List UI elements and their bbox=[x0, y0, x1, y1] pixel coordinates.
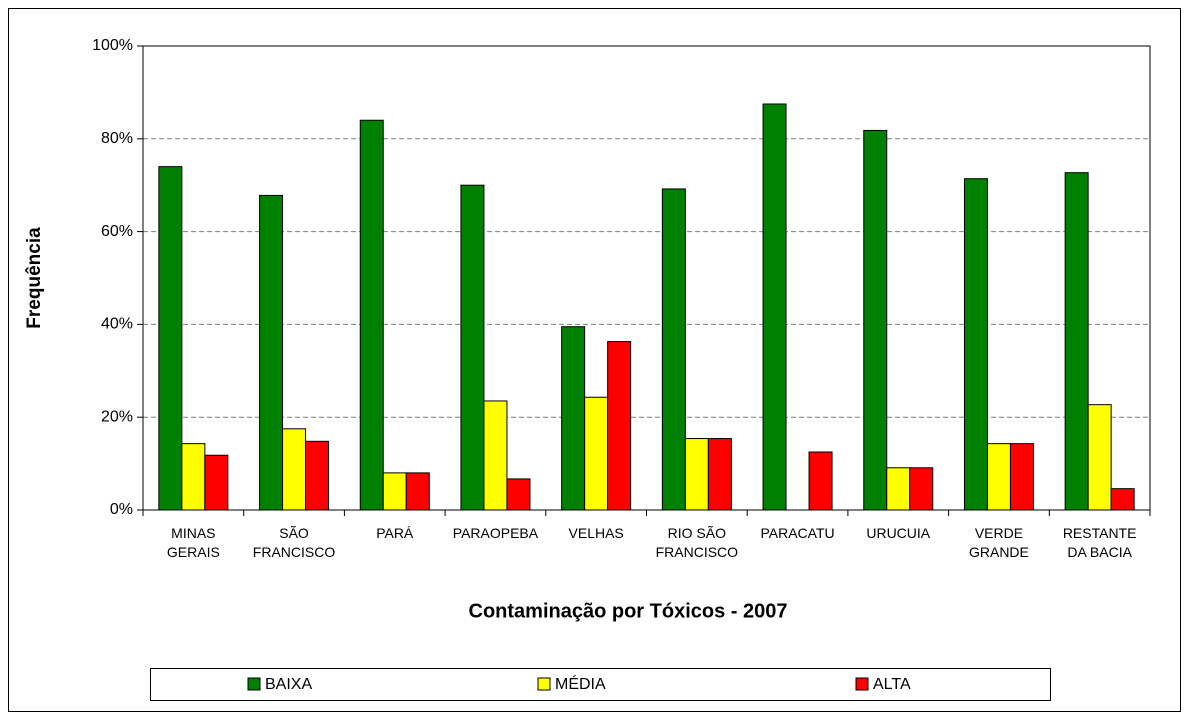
legend-swatch bbox=[855, 677, 869, 691]
bar bbox=[460, 184, 485, 511]
x-tick-label: MINAS GERAIS bbox=[166, 525, 220, 560]
bar bbox=[707, 438, 732, 511]
bar bbox=[204, 454, 229, 511]
chart-title: Contaminação por Tóxicos - 2007 bbox=[469, 600, 788, 622]
bar bbox=[405, 472, 430, 511]
y-tick-label: 20% bbox=[101, 408, 133, 425]
x-tick-label: RESTANTE DA BACIA bbox=[1062, 525, 1137, 560]
x-tick-label: SÃO FRANCISCO bbox=[252, 525, 336, 560]
legend-label: MÉDIA bbox=[555, 674, 606, 693]
bar bbox=[808, 451, 833, 511]
bar bbox=[1087, 404, 1112, 511]
y-tick-label: 60% bbox=[101, 223, 133, 240]
y-axis-label: Frequência bbox=[24, 227, 45, 329]
bar bbox=[382, 472, 407, 511]
legend-swatch bbox=[537, 677, 551, 691]
y-tick-label: 80% bbox=[101, 130, 133, 147]
x-tick-label: PARAOPEBA bbox=[452, 525, 539, 541]
legend-box bbox=[150, 668, 1051, 701]
bar bbox=[1009, 443, 1034, 511]
x-tick-label: PARACATU bbox=[760, 525, 835, 541]
bar bbox=[986, 443, 1011, 511]
bar bbox=[561, 326, 586, 511]
legend-label: BAIXA bbox=[265, 676, 312, 693]
x-tick-label: PARÁ bbox=[376, 525, 414, 541]
y-tick-label: 40% bbox=[101, 316, 133, 333]
bar bbox=[158, 166, 183, 511]
bar bbox=[661, 188, 686, 511]
x-tick-label: VERDE GRANDE bbox=[968, 525, 1029, 560]
bar bbox=[909, 467, 934, 511]
bar bbox=[762, 103, 787, 511]
bar bbox=[483, 400, 508, 511]
bar bbox=[684, 438, 709, 511]
legend-swatch bbox=[247, 677, 261, 691]
bar bbox=[359, 119, 384, 511]
bar bbox=[963, 178, 988, 511]
x-tick-label: VELHAS bbox=[568, 525, 624, 541]
bar bbox=[863, 129, 888, 511]
bar bbox=[305, 440, 330, 511]
bar bbox=[259, 194, 284, 511]
y-tick-label: 100% bbox=[92, 37, 133, 54]
bar bbox=[886, 467, 911, 511]
x-tick-label: URUCUIA bbox=[866, 525, 931, 541]
bar bbox=[506, 478, 531, 511]
bar bbox=[282, 428, 307, 511]
bar bbox=[1110, 488, 1135, 511]
bar bbox=[181, 443, 206, 511]
bar bbox=[607, 341, 632, 511]
legend-label: ALTA bbox=[873, 676, 911, 693]
bar bbox=[584, 396, 609, 511]
x-tick-label: RIO SÃO FRANCISCO bbox=[655, 525, 739, 560]
bar bbox=[1064, 172, 1089, 511]
y-tick-label: 0% bbox=[110, 501, 133, 518]
